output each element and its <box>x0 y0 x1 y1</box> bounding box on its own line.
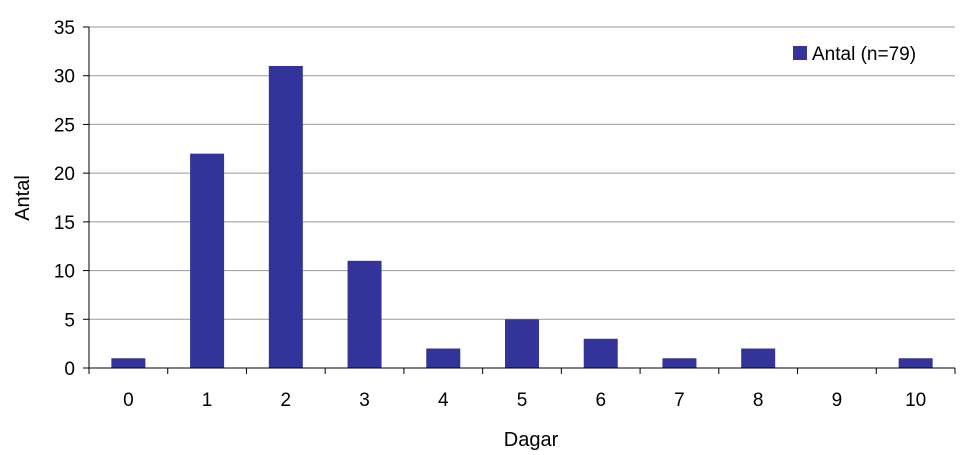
axes <box>83 26 956 374</box>
y-tick-label: 10 <box>54 262 75 283</box>
x-tick-label: 10 <box>905 390 926 411</box>
gridlines <box>89 26 955 320</box>
tick-labels: 0 5 10 15 20 25 30 35 0 1 2 3 4 5 6 7 8 9 10 <box>54 18 926 411</box>
y-tick-label: 0 <box>64 359 75 380</box>
x-tick-label: 0 <box>123 390 134 411</box>
bar <box>190 153 225 368</box>
bar <box>505 319 539 368</box>
x-tick-label: 3 <box>359 390 370 411</box>
x-tick-label: 4 <box>438 390 449 411</box>
bar <box>662 358 697 368</box>
bar <box>583 338 618 368</box>
x-tick-label: 5 <box>517 390 528 411</box>
y-tick-label: 5 <box>64 310 75 331</box>
bar <box>426 348 461 368</box>
legend: Antal (n=79) <box>793 44 916 65</box>
y-tick-label: 20 <box>54 164 75 185</box>
x-tick-label: 6 <box>595 390 606 411</box>
bar <box>898 358 933 368</box>
x-tick-label: 8 <box>753 390 764 411</box>
x-tick-label: 2 <box>281 390 292 411</box>
x-tick-label: 9 <box>832 390 843 411</box>
x-tick-label: 7 <box>674 390 685 411</box>
bar <box>741 348 776 368</box>
legend-swatch <box>793 46 807 60</box>
y-tick-label: 25 <box>54 115 75 136</box>
y-tick-label: 15 <box>54 213 75 234</box>
y-tick-label: 35 <box>54 18 75 39</box>
bar <box>268 65 303 368</box>
x-tick-label: 1 <box>202 390 213 411</box>
bars <box>111 65 933 368</box>
x-axis-title: Dagar <box>504 429 559 451</box>
y-axis-title: Antal <box>12 175 34 221</box>
legend-label: Antal (n=79) <box>812 44 916 65</box>
bar <box>111 358 146 368</box>
y-tick-label: 30 <box>54 67 75 88</box>
bar <box>347 260 382 368</box>
